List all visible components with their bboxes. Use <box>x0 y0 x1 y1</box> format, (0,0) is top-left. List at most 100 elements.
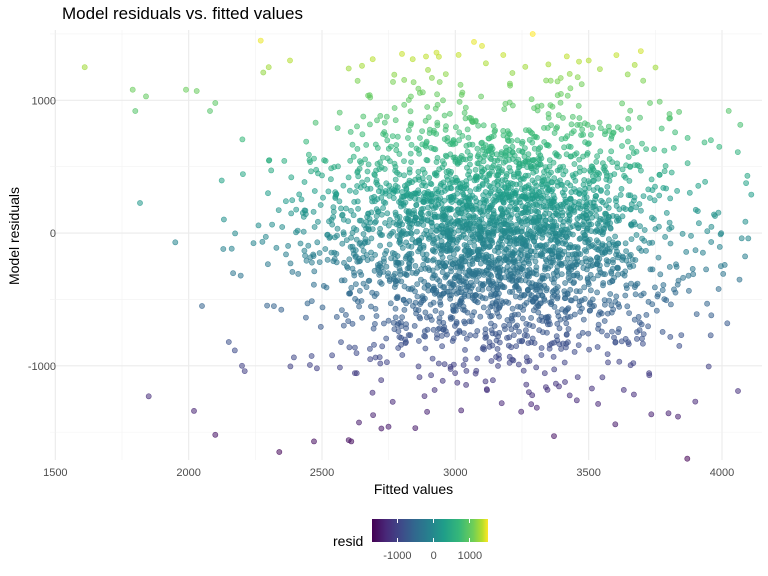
data-point <box>570 128 577 134</box>
data-point <box>474 328 481 334</box>
data-point <box>348 234 354 241</box>
data-point <box>671 286 677 293</box>
data-point <box>237 272 244 279</box>
data-point <box>661 147 668 154</box>
data-point <box>265 190 271 197</box>
data-point <box>416 313 423 320</box>
data-point <box>625 138 631 145</box>
data-point <box>457 217 464 224</box>
data-point <box>553 269 560 276</box>
data-point <box>576 187 583 193</box>
data-point <box>354 198 361 205</box>
data-point <box>391 71 398 78</box>
data-point <box>360 113 367 120</box>
data-point <box>442 71 449 77</box>
data-point <box>287 260 294 267</box>
data-point <box>452 307 459 314</box>
data-point <box>308 353 315 359</box>
data-point <box>639 235 645 242</box>
data-point <box>587 256 594 263</box>
data-point <box>551 218 558 225</box>
data-point <box>619 166 626 173</box>
data-point <box>288 210 295 217</box>
data-point <box>443 173 450 180</box>
data-point <box>548 223 555 230</box>
data-point <box>359 62 365 69</box>
data-point <box>491 128 498 135</box>
data-point <box>354 168 361 175</box>
data-point <box>487 271 493 278</box>
data-point <box>450 137 457 143</box>
data-point <box>461 247 468 254</box>
data-points <box>81 31 755 462</box>
data-point <box>342 311 349 318</box>
data-point <box>228 245 235 252</box>
data-point <box>602 301 608 308</box>
data-point <box>499 177 506 184</box>
data-point <box>562 309 569 315</box>
data-point <box>450 288 457 295</box>
data-point <box>314 218 321 225</box>
data-point <box>330 258 337 265</box>
data-point <box>472 214 479 220</box>
data-point <box>317 202 324 208</box>
data-point <box>536 230 543 236</box>
data-point <box>648 176 655 183</box>
data-point <box>311 188 318 194</box>
data-point <box>348 284 355 291</box>
data-point <box>513 181 520 188</box>
data-point <box>477 260 484 267</box>
data-point <box>553 202 560 209</box>
data-point <box>346 187 353 194</box>
data-point <box>517 304 524 310</box>
data-point <box>392 176 399 183</box>
data-point <box>465 212 472 219</box>
data-point <box>533 163 540 170</box>
data-point <box>218 177 225 184</box>
data-point <box>445 288 452 295</box>
data-point <box>619 270 626 277</box>
data-point <box>409 236 416 243</box>
data-point <box>458 91 465 98</box>
data-point <box>481 226 488 233</box>
data-point <box>350 212 357 219</box>
data-point <box>522 215 528 222</box>
data-point <box>549 247 556 254</box>
data-point <box>612 233 618 240</box>
data-point <box>497 226 504 233</box>
data-point <box>383 113 390 120</box>
data-point <box>580 181 587 188</box>
data-point <box>452 274 459 281</box>
data-point <box>525 258 532 265</box>
data-point <box>668 301 674 308</box>
data-point <box>407 108 414 115</box>
data-point <box>640 193 647 199</box>
data-point <box>638 167 644 174</box>
data-point <box>624 71 631 78</box>
data-point <box>452 124 459 131</box>
data-point <box>603 257 610 264</box>
data-point <box>482 330 489 337</box>
data-point <box>317 323 324 330</box>
data-point <box>708 239 715 245</box>
data-point <box>346 290 352 297</box>
data-point <box>509 70 516 76</box>
data-point <box>744 172 751 179</box>
data-point <box>478 140 485 147</box>
data-point <box>406 298 413 304</box>
data-point <box>365 161 372 168</box>
data-point <box>376 166 383 172</box>
data-point <box>334 225 341 232</box>
data-point <box>649 214 655 221</box>
data-point <box>304 300 311 307</box>
data-point <box>567 153 574 160</box>
data-point <box>250 240 257 247</box>
data-point <box>475 272 482 279</box>
data-point <box>531 224 538 230</box>
data-point <box>649 239 656 246</box>
data-point <box>431 236 437 243</box>
data-point <box>647 100 653 106</box>
data-point <box>573 288 580 295</box>
data-point <box>509 149 516 156</box>
data-point <box>622 292 629 299</box>
